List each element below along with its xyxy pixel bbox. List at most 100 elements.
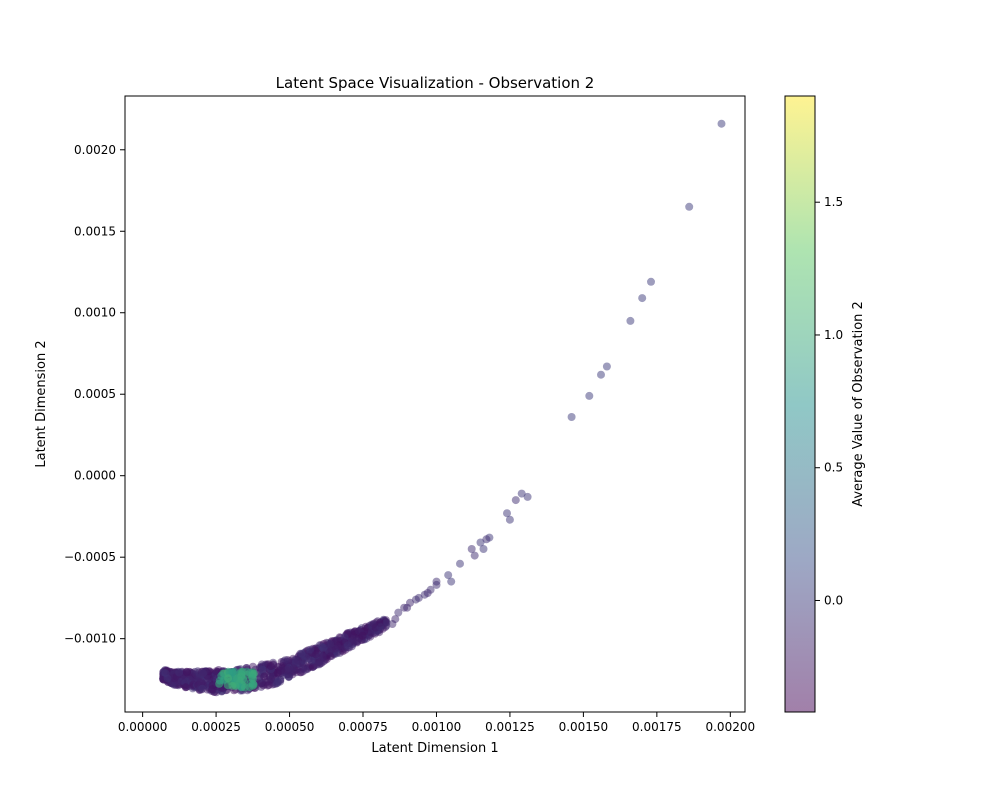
cloud-point: [277, 666, 285, 675]
x-tick-label: 0.00000: [118, 720, 168, 734]
data-point: [626, 316, 635, 325]
hot-spot-point: [245, 683, 254, 692]
data-point: [411, 595, 420, 604]
hot-spot-point: [233, 674, 241, 683]
data-point: [420, 590, 429, 599]
x-tick-label: 0.00075: [338, 720, 388, 734]
cloud-point: [297, 649, 306, 658]
x-tick-label: 0.00100: [412, 720, 462, 734]
cloud-point: [358, 631, 367, 640]
data-point: [394, 608, 403, 617]
data-point: [602, 362, 611, 371]
x-tick-label: 0.00050: [265, 720, 315, 734]
colorbar-label: Average Value of Observation 2: [851, 301, 866, 507]
colorbar-frame: [784, 95, 816, 713]
data-point: [717, 119, 726, 128]
cloud-point: [311, 650, 320, 659]
data-point: [517, 489, 526, 498]
cloud-point: [177, 676, 186, 685]
data-point: [479, 545, 488, 553]
y-tick-label: 0.0005: [74, 387, 116, 401]
colorbar: 0.0 0.5 1.0 1.5 Average Value of Observatio…: [784, 95, 866, 713]
y-tick-label: 0.0000: [74, 469, 116, 483]
data-point: [432, 580, 441, 589]
cloud-point: [258, 665, 267, 674]
cloud-point: [260, 672, 269, 681]
colorbar-tick-label: 0.0: [824, 593, 843, 607]
colorbar-tick-label: 1.5: [824, 195, 843, 209]
data-point: [482, 535, 491, 544]
cloud-point: [273, 679, 282, 688]
cloud-point: [314, 658, 323, 667]
cloud-point: [259, 681, 268, 690]
y-tick-label: 0.0015: [74, 224, 116, 238]
data-point: [567, 413, 576, 421]
cloud-point: [369, 619, 378, 628]
hot-spot-point: [217, 671, 226, 680]
data-point: [585, 391, 594, 400]
data-point: [476, 538, 485, 547]
cloud-point: [182, 667, 191, 676]
cloud-point: [269, 660, 278, 669]
y-tick-label: 0.0020: [74, 143, 116, 157]
data-point: [505, 515, 514, 524]
x-tick-label: 0.00200: [705, 720, 755, 734]
cloud-point: [196, 678, 205, 687]
plot-frame: [124, 95, 746, 713]
hot-spot-point: [240, 677, 249, 686]
y-tick-label: 0.0010: [74, 306, 116, 320]
data-point: [400, 603, 409, 612]
chart-title: Latent Space Visualization - Observation…: [276, 74, 595, 92]
cloud-point: [175, 668, 184, 677]
x-tick-label: 0.00025: [191, 720, 241, 734]
cloud-point: [163, 674, 172, 683]
colorbar-ticks: 0.0 0.5 1.0 1.5: [815, 195, 843, 607]
cloud-point: [343, 641, 352, 650]
cloud-point: [181, 683, 190, 692]
hot-spot-point: [243, 670, 252, 679]
data-point: [447, 577, 456, 586]
cloud-point: [319, 652, 328, 661]
x-tick-label: 0.00150: [559, 720, 609, 734]
data-point: [685, 202, 694, 211]
y-tick-label: −0.0010: [64, 632, 116, 646]
y-axis-label: Latent Dimension 2: [34, 340, 49, 467]
cloud-point: [264, 681, 273, 690]
y-axis: −0.0010 −0.0005 0.0000 0.0005 0.0010 0.0015 0.…: [64, 143, 125, 646]
cloud-point: [319, 643, 328, 652]
colorbar-tick-label: 0.5: [824, 461, 843, 475]
x-tick-label: 0.00125: [485, 720, 535, 734]
data-point: [456, 559, 464, 568]
x-tick-label: 0.00175: [632, 720, 682, 734]
cloud-point: [291, 656, 300, 665]
data-point: [597, 370, 605, 379]
cloud-point: [326, 652, 335, 661]
cloud-point: [326, 639, 335, 648]
data-point: [444, 571, 453, 580]
hot-spot-point: [224, 674, 233, 683]
data-point: [470, 551, 479, 560]
cloud-point: [198, 684, 207, 693]
cloud-point: [306, 645, 315, 654]
colorbar-tick-label: 1.0: [824, 328, 843, 342]
data-point: [523, 492, 532, 501]
x-axis: 0.00000 0.00025 0.00050 0.00075 0.00100 0.001…: [118, 712, 755, 734]
data-point: [376, 623, 385, 632]
data-point: [638, 294, 647, 303]
points-layer: [159, 119, 726, 697]
x-axis-label: Latent Dimension 1: [371, 741, 498, 756]
data-point: [467, 545, 476, 553]
data-point: [647, 277, 655, 286]
data-point: [511, 496, 520, 505]
data-point: [382, 618, 391, 627]
y-tick-label: −0.0005: [64, 550, 116, 564]
hot-spot-point: [228, 681, 237, 690]
cloud-point: [307, 656, 316, 665]
colorbar-gradient: [785, 96, 815, 712]
cloud-point: [301, 665, 310, 674]
cloud-point: [283, 657, 292, 666]
data-point: [503, 509, 511, 518]
cloud-point: [199, 669, 208, 678]
cloud-point: [284, 665, 293, 674]
